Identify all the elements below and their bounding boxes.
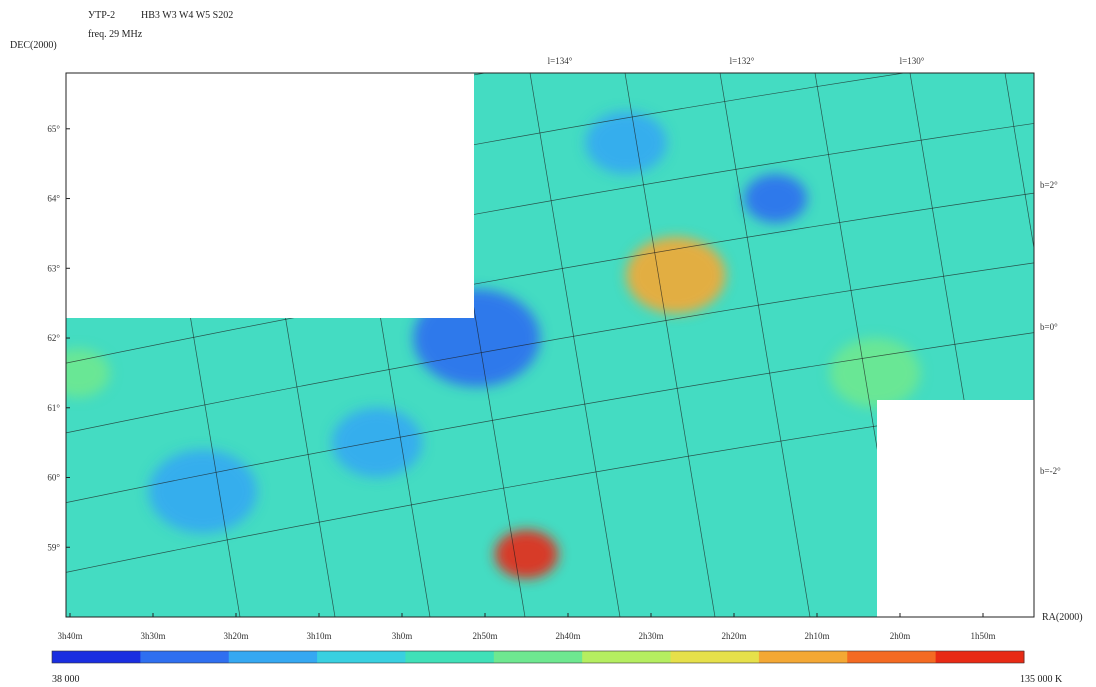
plot-frame: [65, 72, 1035, 618]
galactic-latitude-label: b=0°: [1040, 322, 1058, 332]
colorbar-segment: [317, 651, 406, 663]
y-axis-title: DEC(2000): [10, 40, 57, 51]
y-tick-label: 59°: [47, 542, 60, 552]
galactic-longitude-label: l=132°: [730, 56, 755, 66]
emission-blob-4: [148, 449, 258, 534]
y-tick-label: 62°: [47, 333, 60, 343]
x-tick-label: 3h20m: [223, 631, 248, 641]
galactic-longitude-line: [1004, 73, 1034, 617]
colorbar-segment: [228, 651, 318, 663]
emission-blob-2: [413, 289, 541, 387]
x-tick-label: 2h40m: [555, 631, 580, 641]
colorbar-segment: [493, 651, 583, 663]
header-instrument: УТР-2: [88, 10, 116, 21]
emission-blob-3: [331, 407, 423, 478]
x-tick-label: 3h40m: [57, 631, 82, 641]
galactic-latitude-line: [66, 262, 1034, 434]
galactic-longitude-label: l=130°: [900, 56, 925, 66]
colorbar-segment: [52, 651, 141, 663]
colorbar-segment: [847, 651, 937, 663]
x-tick-label: 2h50m: [472, 631, 497, 641]
colorbar-max-label: 135 000 K: [1020, 674, 1063, 685]
x-tick-label: 2h30m: [638, 631, 663, 641]
x-axis-title: RA(2000): [1042, 612, 1083, 623]
galactic-latitude-label: b=-2°: [1040, 466, 1061, 476]
galactic-longitude-line: [624, 73, 716, 617]
x-tick-label: 3h10m: [306, 631, 331, 641]
emission-blob-1: [626, 236, 726, 314]
x-tick-label: 2h10m: [804, 631, 829, 641]
colorbar-segment: [670, 651, 760, 663]
galactic-longitude-label: l=134°: [548, 56, 573, 66]
colorbar-segment: [935, 651, 1025, 663]
header-frequency: freq. 29 MHz: [88, 29, 143, 40]
colorbar-segment: [140, 651, 230, 663]
y-tick-label: 64°: [47, 194, 60, 204]
emission-blob-5: [743, 174, 808, 223]
emission-blob-0: [494, 529, 559, 579]
x-tick-label: 2h0m: [890, 631, 911, 641]
galactic-longitude-line: [719, 73, 811, 617]
colorbar-segment: [758, 651, 848, 663]
y-tick-label: 65°: [47, 124, 60, 134]
x-tick-label: 3h0m: [392, 631, 413, 641]
x-tick-label: 3h30m: [140, 631, 165, 641]
galactic-latitude-label: b=2°: [1040, 180, 1058, 190]
emission-blob-6: [585, 111, 667, 175]
x-tick-label: 1h50m: [970, 631, 995, 641]
galactic-longitude-line: [529, 73, 621, 617]
x-tick-label: 2h20m: [721, 631, 746, 641]
header-objects: HB3 W3 W4 W5 S202: [141, 10, 234, 21]
colorbar-segment: [582, 651, 672, 663]
y-tick-label: 61°: [47, 403, 60, 413]
colorbar-segment: [405, 651, 495, 663]
y-tick-label: 60°: [47, 473, 60, 483]
colorbar-frame: [51, 650, 1025, 664]
colorbar-min-label: 38 000: [52, 674, 80, 685]
y-tick-label: 63°: [47, 263, 60, 273]
galactic-latitude-line: [66, 332, 1034, 503]
emission-blob-8: [829, 338, 921, 408]
map-area: [66, 73, 1034, 617]
emission-blob-7: [66, 348, 111, 398]
galactic-latitude-line: [66, 192, 1034, 364]
